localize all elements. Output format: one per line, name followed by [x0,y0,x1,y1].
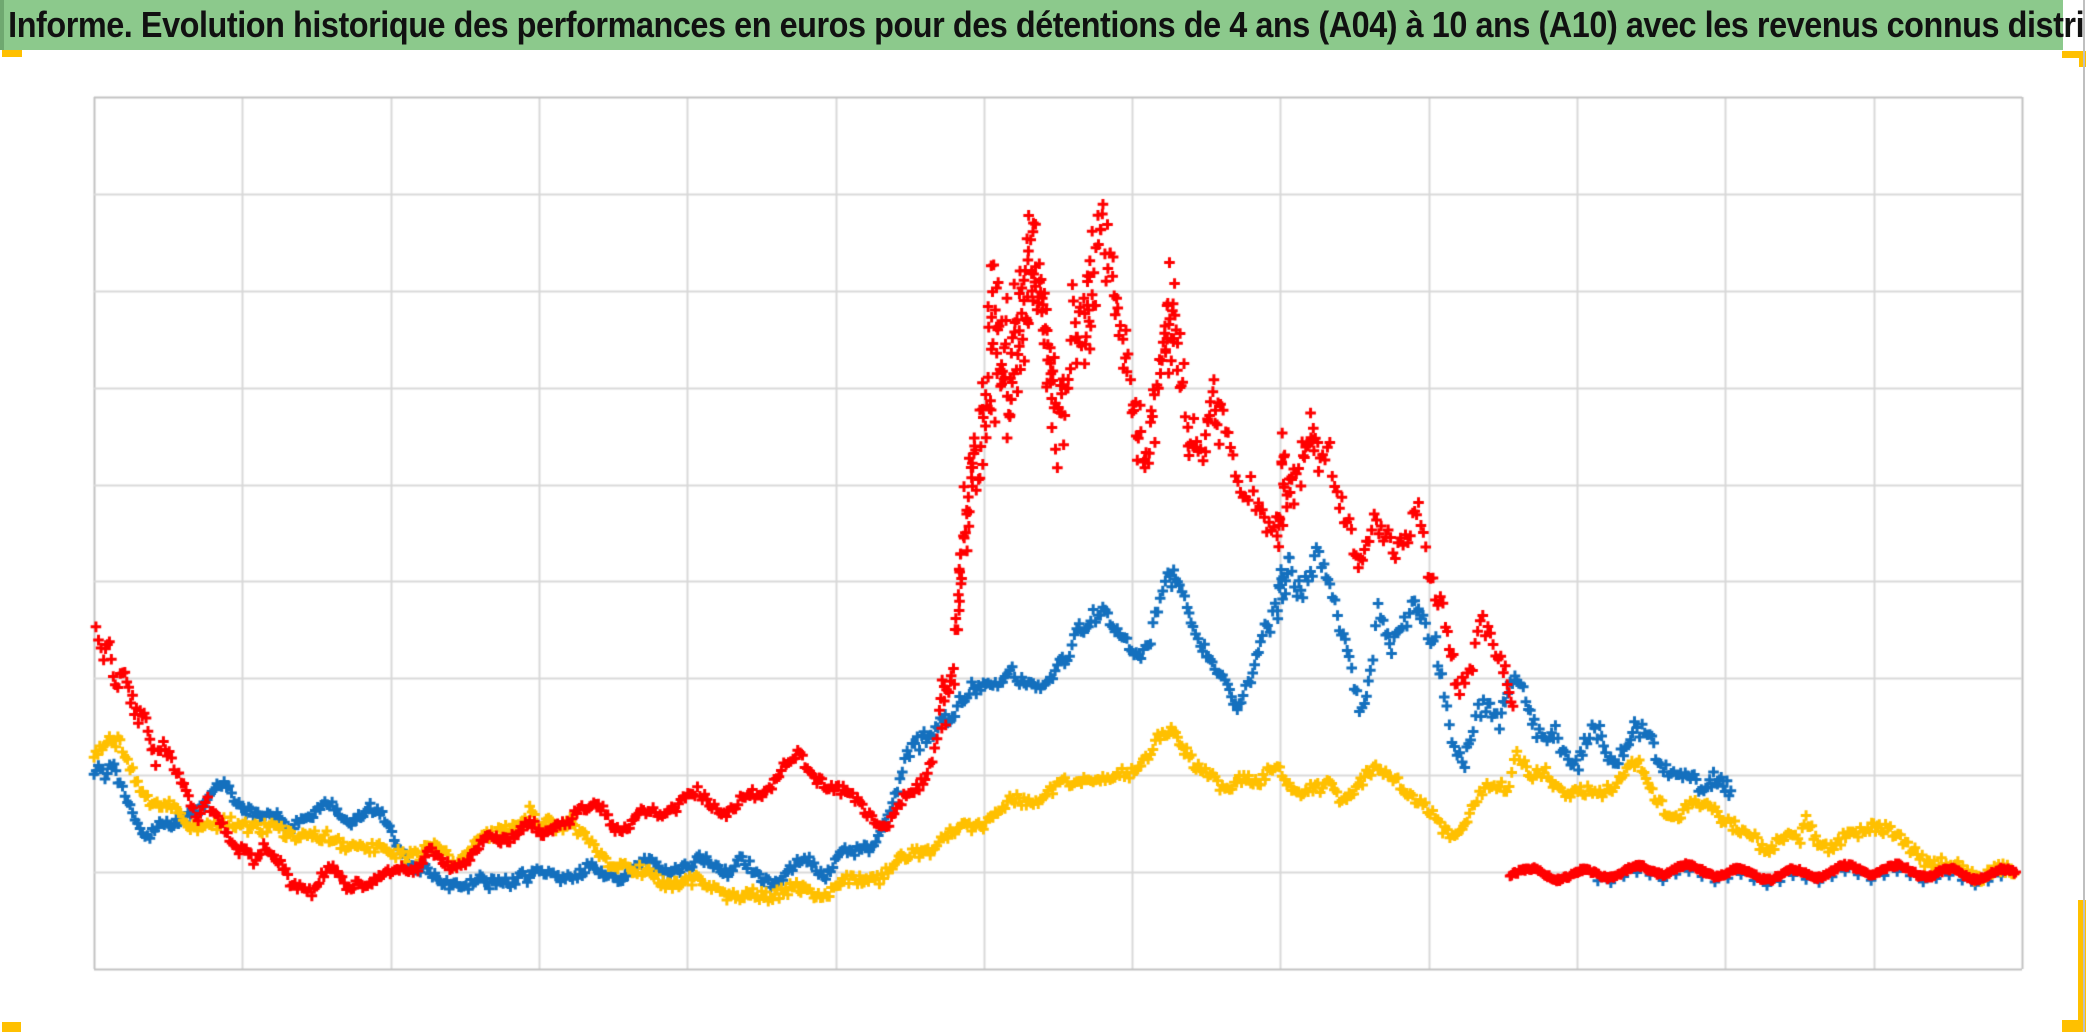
print-area-corner-bottom-right-icon [2078,900,2086,1032]
print-area-corner-bottom-right-icon [2062,1020,2086,1032]
window-right-edge-divider [2083,0,2085,1032]
print-area-corner-top-right-icon [2062,51,2086,58]
print-area-corner-top-left-icon [2,50,22,57]
print-area-corner-bottom-left-icon [2,1022,21,1032]
print-area-corner-top-right-icon [2079,51,2086,67]
